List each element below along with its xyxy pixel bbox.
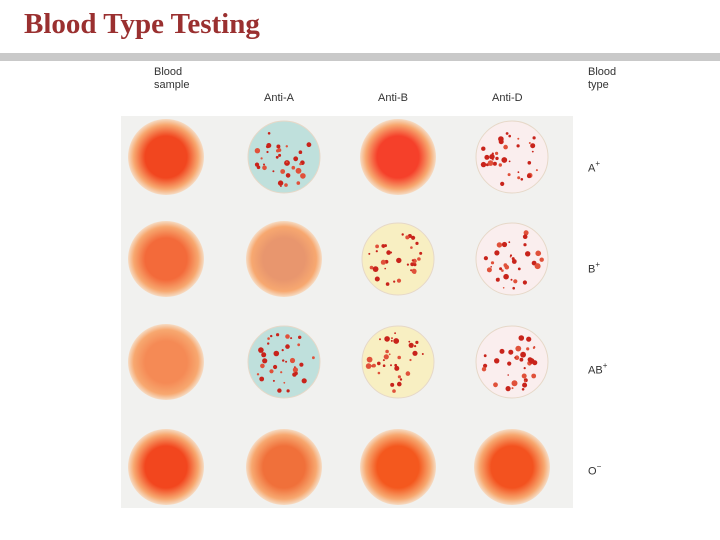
spot-ab-anti-a — [244, 322, 324, 402]
blood-type-label-a-pos: A+ — [588, 159, 601, 175]
spot-b-anti-d — [472, 219, 552, 299]
spot-o-anti-b — [358, 427, 438, 507]
spot-a-anti-a — [244, 117, 324, 197]
header-blood-type: Blood type — [588, 66, 617, 91]
blood-type-label-o-neg: O− — [588, 462, 602, 478]
spot-a-sample — [126, 117, 206, 197]
title-divider — [0, 53, 720, 61]
header-anti-b: Anti-B — [378, 92, 408, 104]
spot-b-anti-b — [358, 219, 438, 299]
spot-b-anti-a — [244, 219, 324, 299]
spot-b-sample — [126, 219, 206, 299]
slide-title: Blood Type Testing — [24, 8, 260, 40]
spot-o-anti-a — [244, 427, 324, 507]
spot-ab-sample — [126, 322, 206, 402]
header-blood-sample: Blood sample — [154, 66, 190, 91]
header-anti-d: Anti-D — [492, 92, 523, 104]
blood-type-label-b-pos: B+ — [588, 260, 601, 276]
spot-ab-anti-b — [358, 322, 438, 402]
spot-o-anti-d — [472, 427, 552, 507]
header-anti-a: Anti-A — [264, 92, 294, 104]
spot-ab-anti-d — [472, 322, 552, 402]
spot-o-sample — [126, 427, 206, 507]
blood-type-label-ab-pos: AB+ — [588, 361, 608, 377]
spot-a-anti-d — [472, 117, 552, 197]
spot-a-anti-b — [358, 117, 438, 197]
